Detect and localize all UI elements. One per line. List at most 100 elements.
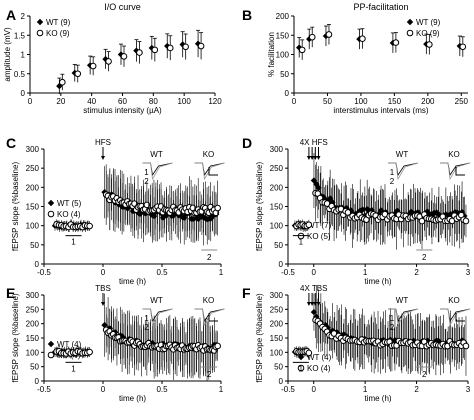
- data-point: [120, 53, 128, 60]
- x-tick-label: 100: [177, 97, 191, 106]
- legend-marker: [406, 18, 414, 26]
- data-point: [105, 58, 112, 65]
- stimulus-arrowhead: [313, 302, 318, 306]
- scale-bar: [455, 313, 465, 322]
- data-point: [89, 62, 97, 70]
- y-tick-label: 150: [270, 334, 284, 343]
- data-point: [197, 42, 205, 50]
- stimulus-arrowhead: [310, 302, 315, 306]
- x-tick-label: 0.5: [156, 268, 168, 277]
- y-tick-label: 0: [285, 89, 290, 98]
- panel-letter: D: [242, 135, 252, 151]
- y-tick-label: 250: [26, 164, 40, 173]
- trace-2: [142, 162, 173, 181]
- legend-label: WT (9): [46, 18, 71, 27]
- data-point: [214, 342, 221, 350]
- data-point: [182, 43, 189, 51]
- x-tick-label: 80: [149, 97, 158, 106]
- x-tick-label: 20: [56, 97, 65, 106]
- y-tick-label: 0.5: [14, 70, 26, 79]
- stimulus-arrowhead: [101, 302, 105, 306]
- y-tick-label: 2: [21, 12, 26, 21]
- trace-2-number: 2: [390, 177, 395, 186]
- y-axis-label: % facilitation: [267, 32, 276, 77]
- y-tick-label: 150: [26, 203, 40, 212]
- y-axis-label: fEPSP slope (%baseline): [11, 293, 20, 383]
- data-point: [308, 33, 316, 41]
- data-point: [392, 39, 400, 46]
- legend-marker: [47, 210, 55, 218]
- x-tick-label: 1: [363, 385, 368, 394]
- y-tick-label: 300: [26, 291, 40, 300]
- legend-marker: [36, 18, 44, 26]
- legend-label: KO (9): [416, 29, 440, 38]
- trace-2: [440, 162, 471, 181]
- y-tick-label: 150: [276, 31, 290, 40]
- y-tick-label: 150: [26, 334, 40, 343]
- y-tick-label: 100: [270, 348, 284, 357]
- x-tick-label: 0.5: [156, 385, 168, 394]
- x-axis-label: time (h): [119, 277, 146, 286]
- legend-label: KO (9): [46, 29, 70, 38]
- y-tick-label: 50: [30, 241, 39, 250]
- x-tick-label: -0.5: [281, 268, 295, 277]
- trace-1-number: 1: [390, 314, 395, 323]
- y-tick-label: 50: [280, 70, 289, 79]
- trace-2: [440, 308, 471, 327]
- stimulus-arrowhead: [310, 156, 315, 160]
- trace-2: [388, 308, 419, 327]
- x-tick-label: 1: [363, 268, 368, 277]
- x-tick-label: 0: [311, 385, 316, 394]
- scale-bar: [208, 167, 218, 176]
- trace-1-number: 1: [144, 168, 149, 177]
- y-tick-label: 300: [270, 291, 284, 300]
- x-tick-label: 200: [421, 97, 435, 106]
- trace-label: KO: [448, 150, 460, 159]
- data-point: [359, 35, 366, 43]
- data-point: [426, 41, 433, 48]
- y-tick-label: 50: [274, 363, 283, 372]
- data-point: [305, 221, 313, 229]
- stimulus-arrowhead: [316, 156, 321, 160]
- legend-label: WT (4): [307, 353, 332, 362]
- axis-lines: [293, 16, 468, 94]
- x-tick-label: 120: [208, 97, 222, 106]
- x-tick-label: 0: [28, 97, 33, 106]
- data-point: [305, 349, 313, 357]
- trace-2: [142, 308, 173, 327]
- panel-letter: F: [242, 285, 251, 301]
- x-tick-label: 2: [414, 385, 419, 394]
- y-tick-label: 50: [274, 241, 283, 250]
- x-tick-label: 3: [466, 385, 471, 394]
- panel-letter: C: [6, 135, 16, 151]
- data-point: [418, 217, 426, 225]
- x-tick-label: 3: [466, 268, 471, 277]
- panel-letter: A: [6, 7, 16, 23]
- x-tick-label: 100: [354, 97, 368, 106]
- data-point: [164, 42, 171, 50]
- y-tick-label: 200: [270, 320, 284, 329]
- x-tick-label: 250: [455, 97, 469, 106]
- panel-b: B PP-facilitation 0 50 100 150 200 0 50 100 150 200…: [242, 2, 469, 115]
- trace-2: [194, 308, 225, 327]
- y-axis-label: fEPSP slope (%baseline): [11, 162, 20, 252]
- panel-title: PP-facilitation: [353, 2, 408, 12]
- scale-bar: [208, 313, 218, 322]
- trace-2: [388, 162, 419, 181]
- trace-label: WT: [150, 150, 163, 159]
- trace-label: KO: [203, 150, 215, 159]
- y-tick-label: 0: [279, 260, 284, 269]
- y-tick-label: 0: [279, 377, 284, 386]
- legend-label: WT (7): [307, 221, 332, 230]
- trace-2-number: 2: [390, 323, 395, 332]
- baseline-marker: 1: [71, 238, 76, 247]
- y-tick-label: 100: [26, 222, 40, 231]
- legend-marker: [36, 29, 44, 37]
- trace-label: KO: [203, 296, 215, 305]
- data-point: [136, 49, 143, 56]
- legend-label: KO (5): [307, 232, 331, 241]
